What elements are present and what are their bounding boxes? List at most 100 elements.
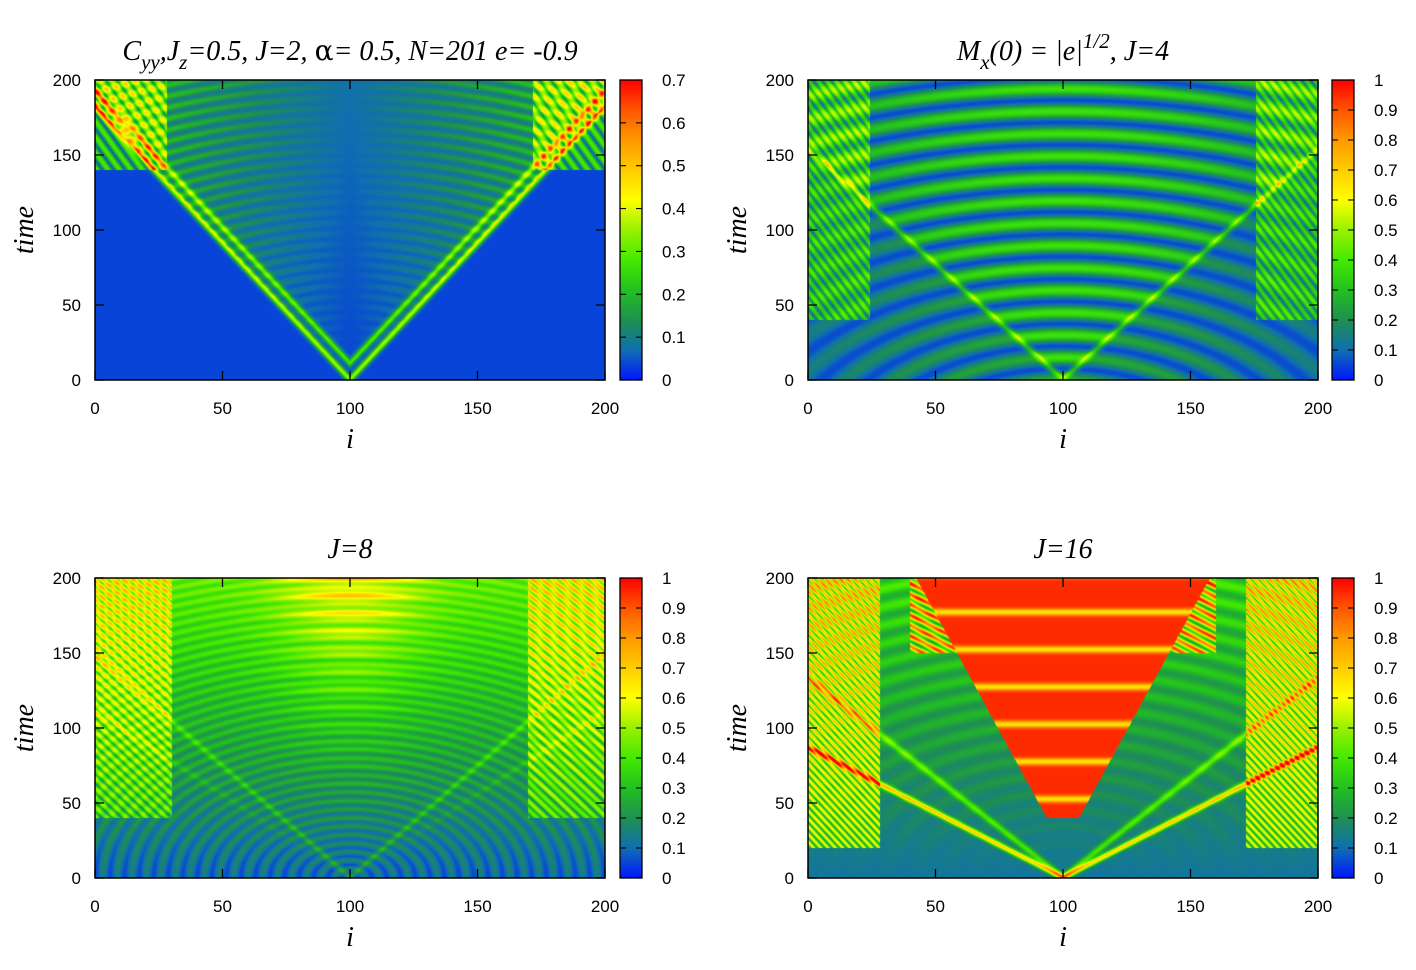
heatmap-image — [95, 578, 605, 878]
colorbar-tick-label: 0.2 — [1374, 311, 1398, 330]
panel-title: J=16 — [1033, 534, 1092, 565]
colorbar-gradient — [619, 79, 643, 381]
chart-panel-1: 0 50 100 150 200 0 50 100 150 200 i time Cyy,Jz=0.5,… — [9, 34, 686, 455]
colorbar-tick-label: 0.6 — [1374, 689, 1398, 708]
x-tick-label: 50 — [213, 897, 232, 916]
x-tick-label: 50 — [926, 897, 945, 916]
colorbar-tick-label: 0.2 — [662, 285, 686, 304]
x-tick-label: 200 — [591, 897, 619, 916]
x-axis-label: i — [346, 922, 354, 953]
colorbar-tick-label: 0.1 — [1374, 839, 1398, 858]
panel-title: Mx(0) = |e|1/2, J=4 — [956, 29, 1169, 74]
x-tick-label: 0 — [90, 399, 99, 418]
colorbar-tick-label: 0 — [662, 371, 671, 390]
colorbar-tick-label: 0 — [662, 869, 671, 888]
colorbar-tick-label: 1 — [1374, 71, 1383, 90]
colorbar: 0 0.1 0.2 0.3 0.4 0.5 0.6 0.7 0.8 0.9 1 — [1331, 569, 1398, 888]
colorbar-tick-label: 0.2 — [1374, 809, 1398, 828]
y-tick-label: 0 — [72, 869, 81, 888]
colorbar-tick-label: 0.1 — [1374, 341, 1398, 360]
colorbar-tick-label: 0.6 — [662, 114, 686, 133]
y-tick-label: 100 — [766, 719, 794, 738]
y-tick-label: 0 — [72, 371, 81, 390]
colorbar-tick-label: 0 — [1374, 371, 1383, 390]
colorbar-tick-label: 0.7 — [662, 659, 686, 678]
colorbar-tick-label: 0.5 — [1374, 719, 1398, 738]
chart-panel-4: 0 50 100 150 200 0 50 100 150 200 i time J=16 0 0.1 0.2… — [722, 534, 1398, 953]
x-tick-label: 50 — [213, 399, 232, 418]
colorbar: 0 0.1 0.2 0.3 0.4 0.5 0.6 0.7 — [619, 71, 686, 390]
colorbar-tick-label: 0.8 — [1374, 629, 1398, 648]
y-tick-label: 50 — [62, 296, 81, 315]
heatmap-image — [95, 80, 605, 380]
colorbar-tick-label: 0.3 — [662, 242, 686, 261]
x-tick-label: 150 — [463, 897, 491, 916]
colorbar-tick-label: 0.7 — [1374, 161, 1398, 180]
y-tick-label: 150 — [766, 146, 794, 165]
colorbar-tick-label: 0.4 — [662, 200, 686, 219]
y-tick-label: 150 — [53, 644, 81, 663]
colorbar-tick-label: 0.5 — [662, 157, 686, 176]
x-tick-label: 200 — [1304, 897, 1332, 916]
x-tick-label: 200 — [591, 399, 619, 418]
colorbar-tick-label: 0 — [1374, 869, 1383, 888]
x-tick-label: 100 — [336, 897, 364, 916]
colorbar-tick-label: 0.3 — [662, 779, 686, 798]
x-tick-label: 0 — [803, 399, 812, 418]
heatmap-image — [808, 578, 1318, 878]
colorbar: 0 0.1 0.2 0.3 0.4 0.5 0.6 0.7 0.8 0.9 1 — [1331, 71, 1398, 390]
panel-title: J=8 — [327, 534, 372, 565]
y-axis-label: time — [722, 206, 753, 254]
y-tick-label: 0 — [785, 371, 794, 390]
colorbar-tick-label: 1 — [1374, 569, 1383, 588]
y-axis-label: time — [9, 704, 40, 752]
colorbar-tick-label: 0.7 — [662, 71, 686, 90]
y-tick-label: 150 — [53, 146, 81, 165]
y-tick-label: 0 — [785, 869, 794, 888]
colorbar-tick-label: 0.4 — [1374, 749, 1398, 768]
y-tick-label: 200 — [766, 569, 794, 588]
colorbar-tick-label: 0.6 — [662, 689, 686, 708]
colorbar-tick-label: 0.6 — [1374, 191, 1398, 210]
chart-panel-3: 0 50 100 150 200050100150200itimeJ=800.10.20… — [9, 534, 686, 953]
colorbar-tick-label: 0.4 — [662, 749, 686, 768]
colorbar-tick-label: 0.3 — [1374, 281, 1398, 300]
x-tick-label: 100 — [336, 399, 364, 418]
x-tick-label: 150 — [1176, 399, 1204, 418]
chart-panel-2: 0 50 100 150 200 0 50 100 150 200 i time Mx(0) = |e|… — [722, 29, 1398, 455]
colorbar-tick-label: 0.1 — [662, 328, 686, 347]
colorbar: 0 0.1 0.2 0.3 0.4 0.5 0.6 0.7 0.8 0.9 1 — [619, 569, 686, 888]
y-tick-label: 50 — [775, 794, 794, 813]
x-tick-label: 50 — [926, 399, 945, 418]
x-tick-label: 0 — [90, 897, 99, 916]
x-axis-label: i — [1059, 922, 1067, 953]
x-tick-label: 100 — [1049, 897, 1077, 916]
colorbar-tick-label: 1 — [662, 569, 671, 588]
heatmap-image — [808, 80, 1318, 380]
y-axis-label: time — [722, 704, 753, 752]
y-tick-label: 200 — [766, 71, 794, 90]
y-tick-label: 50 — [775, 296, 794, 315]
y-tick-label: 200 — [53, 569, 81, 588]
colorbar-tick-label: 0.9 — [1374, 101, 1398, 120]
y-tick-label: 100 — [766, 221, 794, 240]
y-tick-label: 100 — [53, 221, 81, 240]
x-tick-label: 0 — [803, 897, 812, 916]
x-axis-label: i — [1059, 424, 1067, 455]
y-tick-label: 100 — [53, 719, 81, 738]
x-tick-label: 150 — [463, 399, 491, 418]
colorbar-tick-label: 0.7 — [1374, 659, 1398, 678]
colorbar-tick-label: 0.5 — [662, 719, 686, 738]
x-tick-label: 100 — [1049, 399, 1077, 418]
y-tick-label: 200 — [53, 71, 81, 90]
y-axis-label: time — [9, 206, 40, 254]
x-tick-label: 150 — [1176, 897, 1204, 916]
colorbar-tick-label: 0.8 — [1374, 131, 1398, 150]
colorbar-tick-label: 0.8 — [662, 629, 686, 648]
colorbar-tick-label: 0.4 — [1374, 251, 1398, 270]
y-tick-label: 150 — [766, 644, 794, 663]
colorbar-tick-label: 0.5 — [1374, 221, 1398, 240]
colorbar-tick-label: 0.1 — [662, 839, 686, 858]
colorbar-tick-label: 0.9 — [1374, 599, 1398, 618]
